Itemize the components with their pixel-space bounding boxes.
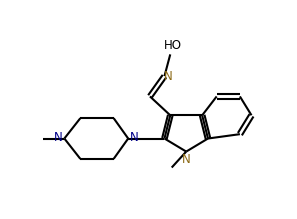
Text: N: N [130,131,139,144]
Text: HO: HO [164,39,182,52]
Text: N: N [182,153,191,166]
Text: N: N [164,70,172,83]
Text: N: N [53,131,62,144]
